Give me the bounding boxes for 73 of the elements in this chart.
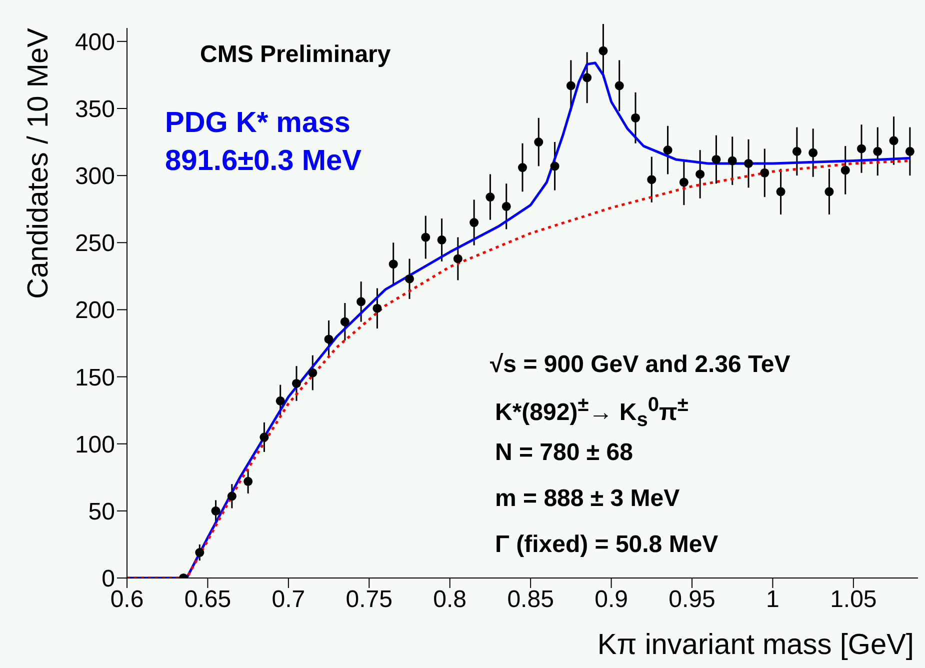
point xyxy=(470,218,479,228)
x-tick-label: 0.75 xyxy=(346,586,392,614)
point xyxy=(518,163,528,172)
y-tick-label: 350 xyxy=(74,96,115,124)
point xyxy=(679,178,688,187)
point xyxy=(195,548,204,558)
point xyxy=(388,260,398,269)
annotation: PDG K* mass xyxy=(165,107,350,140)
point xyxy=(437,235,446,244)
x-axis-title: Kπ invariant mass [GeV] xyxy=(597,629,914,661)
y-tick-label: 150 xyxy=(74,364,115,392)
point xyxy=(728,156,737,166)
point xyxy=(324,334,334,344)
x-tick-label: 0.85 xyxy=(507,586,554,614)
y-axis-title: Candidates / 10 MeV xyxy=(22,27,55,299)
point xyxy=(372,304,382,313)
point xyxy=(712,154,721,164)
point xyxy=(421,232,430,242)
point xyxy=(792,146,802,156)
annotation: K*(892)$^{±}$→ K$_{s}$$^{0}$π$^{±}$ xyxy=(495,394,688,431)
point xyxy=(340,317,350,326)
y-tick-label: 200 xyxy=(74,297,115,324)
annotation: CMS Preliminary xyxy=(200,41,391,68)
annotation: 891.6±0.3 MeV xyxy=(165,145,362,178)
point xyxy=(260,432,269,442)
annotation: Γ (fixed) = 50.8 MeV xyxy=(495,531,718,558)
point xyxy=(905,146,914,156)
point xyxy=(696,170,705,179)
point xyxy=(776,187,786,196)
y-tick-label: 300 xyxy=(74,163,115,190)
point xyxy=(453,254,462,264)
x-tick-label: 0.65 xyxy=(184,586,232,614)
point xyxy=(663,146,672,155)
x-tick-label: 0.6 xyxy=(110,586,144,614)
y-tick-label: 50 xyxy=(88,498,115,526)
x-tick-label: 0.95 xyxy=(668,586,716,614)
point xyxy=(824,187,834,196)
point xyxy=(856,144,866,154)
point xyxy=(598,46,608,56)
point xyxy=(760,168,770,178)
point xyxy=(840,166,850,175)
point xyxy=(873,146,882,156)
point xyxy=(808,148,818,158)
x-tick-label: 0.8 xyxy=(433,586,467,614)
point xyxy=(647,175,656,184)
y-tick-label: 100 xyxy=(74,431,115,458)
annotation: m = 888 ± 3 MeV xyxy=(495,485,680,512)
point xyxy=(614,81,624,90)
x-tick-label: 1.05 xyxy=(830,586,877,614)
point xyxy=(534,138,544,147)
x-tick-label: 0.7 xyxy=(272,586,306,614)
point xyxy=(356,297,366,306)
point xyxy=(308,368,318,378)
y-tick-label: 400 xyxy=(74,28,115,56)
point xyxy=(486,192,495,202)
point xyxy=(276,396,285,406)
annotation: N = 780 ± 68 xyxy=(495,439,633,466)
point xyxy=(404,274,414,284)
point xyxy=(244,476,253,486)
point xyxy=(292,378,302,388)
annotation: √s = 900 GeV and 2.36 TeV xyxy=(490,351,790,378)
point xyxy=(630,113,640,122)
point xyxy=(582,73,592,82)
point xyxy=(744,158,754,168)
point xyxy=(566,81,576,90)
x-tick-label: 1 xyxy=(766,586,780,614)
point xyxy=(889,136,898,146)
point xyxy=(550,162,560,171)
point xyxy=(211,506,220,516)
point xyxy=(227,492,236,501)
x-tick-label: 0.9 xyxy=(594,586,628,614)
y-tick-label: 250 xyxy=(74,230,115,258)
point xyxy=(502,202,511,211)
